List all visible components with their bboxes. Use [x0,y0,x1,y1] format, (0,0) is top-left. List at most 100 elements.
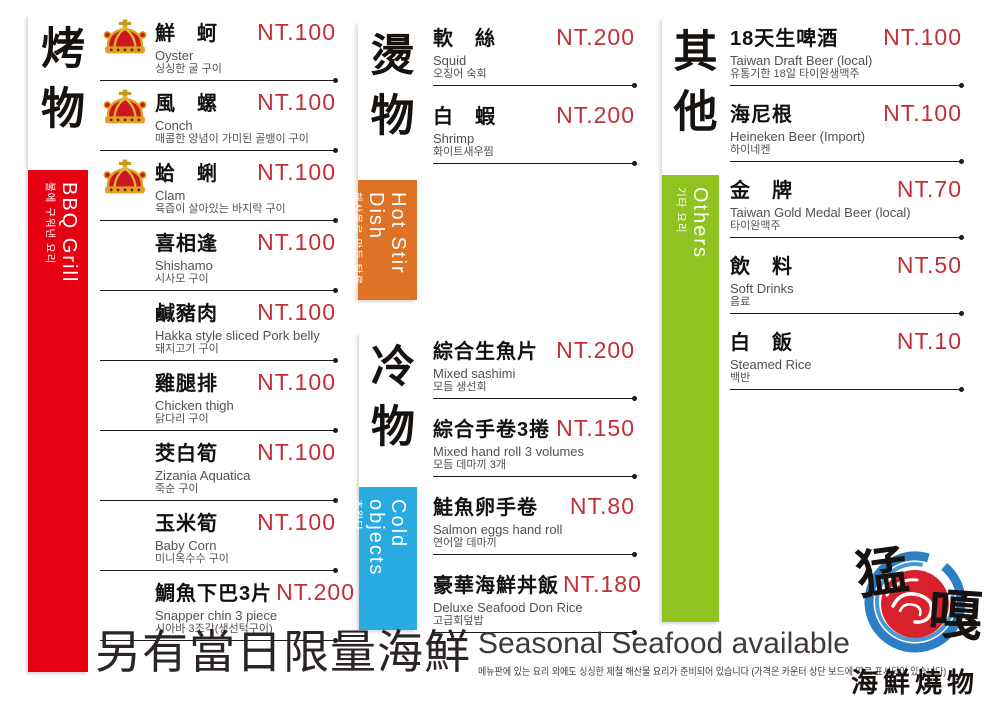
item-head: 軟 絲 NT.200 [433,25,635,51]
item-list-bbq: 鮮 蚵 NT.100 Oyster 싱싱한 굴 구이 風 螺 NT.100 Co… [100,18,354,643]
menu-item: 綜合手卷3捲 NT.150 Mixed hand roll 3 volumes … [433,416,637,479]
section-banner-hot-stir-dish: 燙物 Hot Stir Dish 해산물로 만든 탕류 [351,22,417,300]
item-head: 白 飯 NT.10 [730,329,962,355]
item-head: 18天生啤酒 NT.100 [730,25,962,51]
item-desc-kr: 죽순 구이 [155,483,199,495]
item-price: NT.200 [556,102,635,128]
item-name-en: Mixed sashimi [433,366,516,381]
item-head: 雞腿排 NT.100 [155,370,336,396]
item-name-zh: 鯛魚下巴3片 [155,583,273,605]
item-name-en: Steamed Rice [730,357,812,372]
menu-item: 白 飯 NT.10 Steamed Rice 백반 [730,329,964,392]
item-name-en: Soft Drinks [730,281,794,296]
item-desc-kr: 타이완맥주 [730,220,781,232]
item-name-zh: 鹹豬肉 [155,303,218,325]
item-price: NT.100 [257,19,336,45]
item-head: 鹹豬肉 NT.100 [155,300,336,326]
item-price: NT.100 [257,229,336,255]
item-desc-kr: 연어알 데마끼 [433,537,497,549]
section-title-en: Others [689,187,711,260]
item-head: 喜相逢 NT.100 [155,230,336,256]
item-desc-kr: 화이트새우찜 [433,146,494,158]
menu-item: 鮭魚卵手卷 NT.80 Salmon eggs hand roll 연어알 데마… [433,494,637,557]
item-list-hot: 軟 絲 NT.200 Squid 오징어 숙회 白 蝦 NT.200 Shrim… [433,25,637,166]
section-title-kr: 기타 요리 [675,187,687,234]
item-desc-kr: 시사모 구이 [155,273,209,285]
section-banner-bbq-grill: 烤物 BBQ Grill 불에 구워낸 요리 [28,15,88,672]
item-price: NT.100 [257,509,336,535]
section-title-en: Hot Stir Dish [365,192,409,275]
item-desc-kr: 모듬 생선회 [433,381,487,393]
item-name-zh: 飲 料 [730,256,793,278]
item-name-zh: 18天生啤酒 [730,28,839,50]
menu-item: 喜相逢 NT.100 Shishamo 시사모 구이 [100,230,338,293]
section-header-others: 其他 [662,18,719,175]
menu-item: 風 螺 NT.100 Conch 매콤한 양념이 가미된 골뱅이 구이 [100,88,338,153]
item-desc-kr: 매콤한 양념이 가미된 골뱅이 구이 [155,133,309,145]
footer-title-zh: 另有當日限量海鮮 [95,626,471,678]
section-title-kr: 해산물로 만든 탕류 [351,192,363,286]
item-name-en: Salmon eggs hand roll [433,522,563,537]
section-title-en: Cold objects [365,499,409,577]
item-price: NT.70 [896,176,962,202]
item-head: 玉米筍 NT.100 [155,510,336,536]
footer-title-en: Seasonal Seafood available [478,627,850,661]
restaurant-logo: 猛 嘎 海鮮燒物 [833,540,997,700]
item-name-en: Shrimp [433,131,475,146]
item-price: NT.200 [276,579,355,605]
item-head: 風 螺 NT.100 [155,90,336,116]
item-desc-kr: 하이네켄 [730,144,771,156]
item-price: NT.10 [896,328,962,354]
item-name-en: Oyster [155,48,194,63]
menu-item: 鯛魚下巴3片 NT.200 Snapper chin 3 piece 시아바 3… [100,580,354,643]
menu-item: 豪華海鮮丼飯 NT.180 Deluxe Seafood Don Rice 고급… [433,572,641,635]
item-price: NT.100 [883,100,962,126]
item-price: NT.200 [556,337,635,363]
item-name-zh: 海尼根 [730,104,793,126]
menu-item: 茭白筍 NT.100 Zizania Aquatica 죽순 구이 [100,440,338,503]
menu-item: 蛤 蜊 NT.100 Clam 육즙이 살아있는 바지락 구이 [100,159,338,223]
logo-calligraphy-char1: 猛 [853,541,913,606]
item-name-en: Baby Corn [155,538,217,553]
item-price: NT.50 [896,252,962,278]
item-head: 鮭魚卵手卷 NT.80 [433,494,635,520]
item-head: 鮮 蚵 NT.100 [155,20,336,46]
item-name-en: Chicken thigh [155,398,234,413]
section-ribbon-others: Others 기타 요리 [662,175,719,622]
item-desc-kr: 백반 [730,372,751,384]
menu-item: 金 牌 NT.70 Taiwan Gold Medal Beer (local)… [730,176,964,240]
section-banner-cold-objects: 冷物 Cold objects 추웠다 [351,333,417,630]
item-name-zh: 白 飯 [730,332,793,354]
section-banner-others: 其他 Others 기타 요리 [662,18,719,622]
footer-banner: 另有當日限量海鮮 Seasonal Seafood available 메뉴판에… [95,626,998,679]
item-name-zh: 風 螺 [155,93,218,115]
menu-item: 18天生啤酒 NT.100 Taiwan Draft Beer (local) … [730,25,964,88]
section-title-zh: 其他 [666,28,716,148]
item-desc-kr: 시아바 3조각(생선턱구이) [155,623,273,635]
menu-item: 飲 料 NT.50 Soft Drinks 음료 [730,252,964,316]
section-ribbon-bbq: BBQ Grill 불에 구워낸 요리 [28,170,88,672]
crown-icon [102,18,148,58]
section-title-zh: 燙物 [363,32,413,152]
item-name-zh: 茭白筍 [155,443,218,465]
section-header-hot: 燙物 [358,22,417,180]
item-head: 綜合手卷3捲 NT.150 [433,416,635,442]
item-name-en: Taiwan Gold Medal Beer (local) [730,205,911,220]
item-desc-kr: 미니옥수수 구이 [155,553,229,565]
item-name-en: Taiwan Draft Beer (local) [730,53,873,68]
item-desc-kr: 고급회덮밥 [433,615,484,627]
item-name-en: Heineken Beer (Import) [730,129,866,144]
item-price: NT.200 [556,24,635,50]
item-head: 茭白筍 NT.100 [155,440,336,466]
item-name-zh: 綜合手卷3捲 [433,419,551,441]
item-name-zh: 蛤 蜊 [155,163,218,185]
menu-item: 綜合生魚片 NT.200 Mixed sashimi 모듬 생선회 [433,338,637,401]
crown-icon [103,19,147,54]
item-price: NT.150 [556,415,635,441]
item-head: 豪華海鮮丼飯 NT.180 [433,572,641,598]
item-name-en: Deluxe Seafood Don Rice [433,600,583,615]
crown-icon [103,89,147,124]
crown-icon [102,88,148,128]
item-head: 綜合生魚片 NT.200 [433,338,635,364]
